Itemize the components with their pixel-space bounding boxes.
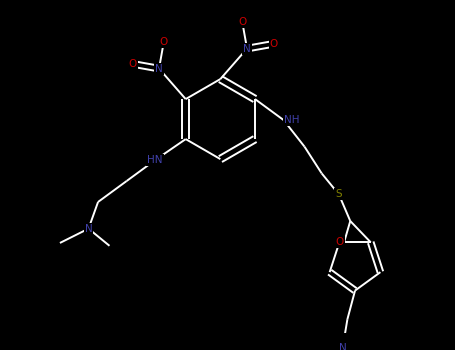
Text: S: S [335,189,342,200]
Text: O: O [269,39,278,49]
Text: O: O [238,17,247,27]
Text: O: O [335,237,344,247]
Text: N: N [243,44,251,54]
Text: N: N [339,343,347,350]
Text: O: O [128,59,136,69]
Text: N: N [155,64,163,74]
Text: HN: HN [147,155,163,165]
Text: O: O [160,37,168,47]
Text: NH: NH [283,115,299,125]
Text: N: N [85,224,92,234]
